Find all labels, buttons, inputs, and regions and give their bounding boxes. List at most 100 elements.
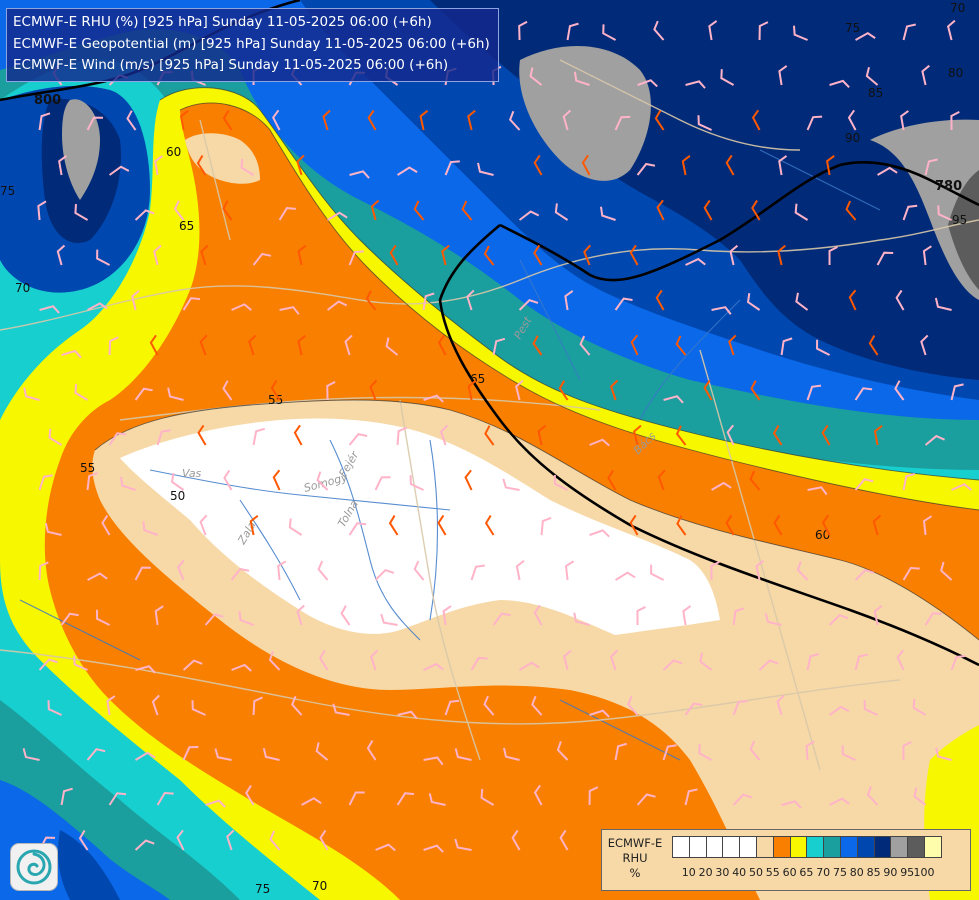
rhu-label: 80 [948, 66, 963, 80]
wind-barb [156, 429, 171, 446]
rhu-label: 85 [868, 86, 883, 100]
wind-barb [326, 300, 348, 311]
wind-barb [876, 251, 894, 266]
legend-tick: 10 [681, 866, 696, 879]
wind-barb [39, 305, 60, 314]
wind-barb [816, 339, 831, 356]
wind-barb [950, 383, 964, 401]
wind-barb [681, 154, 691, 176]
wind-barb [566, 22, 579, 41]
wind-barb [38, 474, 53, 491]
wind-barb [662, 744, 677, 761]
wind-barb [728, 334, 737, 356]
wind-barb [199, 334, 208, 356]
wind-barb [151, 694, 160, 716]
wind-barb [348, 432, 368, 446]
wind-barb [610, 379, 619, 401]
wind-barb [515, 379, 524, 401]
wind-barb [326, 380, 336, 401]
wind-barb [806, 115, 823, 131]
wind-barb [855, 31, 876, 41]
wind-barb [316, 471, 329, 491]
wind-barb [296, 154, 305, 176]
wind-barb [315, 742, 329, 761]
wind-barb [508, 110, 521, 131]
wind-barb [142, 521, 158, 536]
wind-barb [896, 649, 905, 671]
wind-barb [902, 204, 918, 221]
wind-barb [697, 115, 712, 131]
wind-barb [205, 799, 226, 808]
legend-swatch [907, 836, 925, 858]
wind-barb [437, 334, 447, 356]
wind-barb [793, 25, 808, 41]
wind-barb [806, 653, 820, 671]
wind-barb [38, 112, 51, 131]
rhu-label: 60 [166, 145, 181, 159]
wind-barb [278, 207, 296, 221]
wind-barb [533, 604, 543, 626]
wind-barb [564, 290, 574, 311]
wind-barb [750, 380, 761, 401]
wind-barb [135, 751, 156, 761]
wind-barb [703, 379, 713, 401]
legend-swatch [923, 836, 942, 858]
wind-barb [182, 297, 201, 311]
rhu-label: 65 [179, 219, 194, 233]
legend-swatch [722, 836, 741, 858]
wind-barb [682, 605, 692, 626]
wind-barb [922, 515, 933, 536]
wind-barb [388, 515, 399, 536]
wind-barb [562, 109, 572, 131]
rhu-label: 55 [80, 461, 95, 475]
wind-barb [441, 244, 450, 266]
legend-tick: 60 [782, 866, 797, 879]
wind-barb [935, 747, 952, 761]
wind-barb [629, 244, 639, 266]
wind-barb [374, 476, 391, 491]
wind-barb [222, 380, 233, 401]
wind-barb [60, 612, 79, 626]
wind-barb [134, 387, 153, 401]
wind-barb [484, 514, 495, 536]
wind-barb [653, 20, 665, 41]
wind-barb [23, 387, 40, 401]
wind-barb [533, 154, 543, 176]
legend-tick: 65 [799, 866, 814, 879]
wind-barb [828, 246, 838, 266]
wind-barb [675, 425, 687, 446]
wind-barb [529, 67, 543, 86]
wind-title: ECMWF-E Wind (m/s) [925 hPa] Sunday 11-0… [13, 57, 449, 73]
wind-barb [182, 659, 203, 671]
legend-swatch [705, 836, 724, 858]
rhu-label: 70 [312, 879, 327, 893]
wind-barb [61, 349, 82, 359]
wind-barb [902, 566, 920, 581]
wind-barb [380, 613, 398, 626]
wind-barb [607, 469, 617, 491]
wind-barb [126, 110, 137, 131]
legend-swatch [873, 836, 892, 858]
wind-barb [865, 67, 879, 86]
legend-variable: RHU [622, 851, 648, 865]
wind-barb [934, 297, 952, 311]
wind-barb [73, 655, 88, 671]
wind-barb [397, 710, 418, 720]
wind-barb [732, 700, 748, 716]
rhu-contours [94, 87, 979, 641]
wind-barb [171, 472, 185, 491]
wind-barb [322, 109, 331, 131]
wind-barb [614, 742, 627, 761]
wind-barb [732, 607, 745, 626]
wind-barb [270, 380, 281, 401]
wind-barb [366, 740, 377, 761]
wind-barb [629, 514, 639, 536]
wind-barb [349, 170, 370, 179]
wind-barb [773, 514, 783, 536]
wind-barb [461, 200, 473, 221]
wind-barb [317, 560, 329, 581]
wind-barb [921, 64, 930, 86]
wind-barb [537, 424, 547, 446]
wind-barb [222, 200, 233, 221]
wind-barb [685, 257, 706, 266]
